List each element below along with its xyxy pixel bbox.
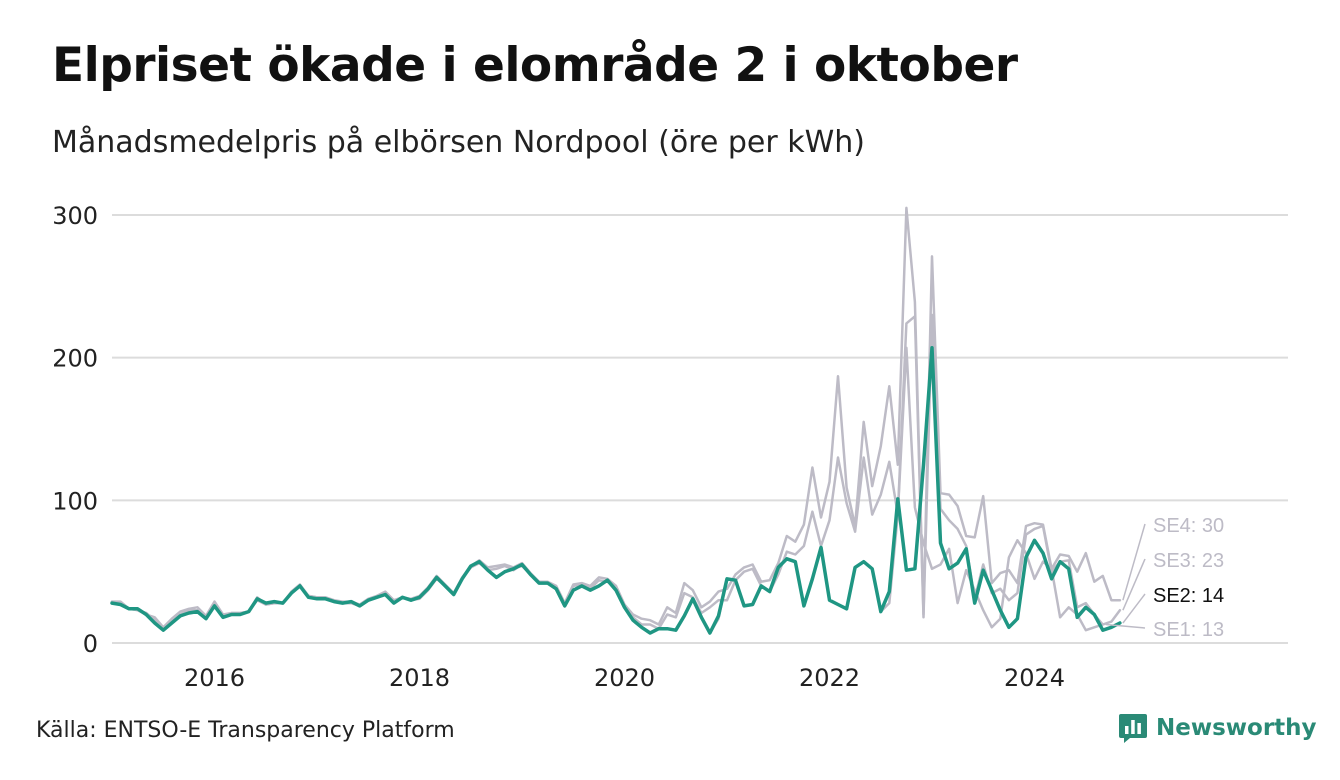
y-tick-label: 300 (52, 202, 98, 230)
leader-line-se3 (1122, 558, 1146, 611)
series-line-se1 (110, 346, 1105, 635)
brand-logo[interactable]: Newsworthy (1118, 712, 1317, 744)
leader-line-se2 (1122, 593, 1146, 624)
series-end-labels: SE4: 30 SE3: 23 SE1: 13 SE2: 14 (1105, 515, 1224, 641)
series-label-se1: SE1: 13 (1153, 619, 1224, 641)
grid-lines (112, 214, 1288, 644)
series-line-se3 (110, 313, 1122, 630)
source-note: Källa: ENTSO-E Transparency Platform (36, 718, 455, 743)
chart-subtitle: Månadsmedelpris på elbörsen Nordpool (ör… (52, 125, 865, 160)
x-tick-label: 2016 (184, 664, 245, 692)
y-axis-ticks: 0 100 200 300 (52, 202, 98, 658)
series-label-se4: SE4: 30 (1153, 515, 1224, 537)
x-tick-label: 2018 (389, 664, 450, 692)
series-label-se3: SE3: 23 (1153, 550, 1224, 572)
x-tick-label: 2022 (799, 664, 860, 692)
y-tick-label: 100 (52, 487, 98, 515)
newsworthy-logo-icon (1119, 714, 1147, 743)
leader-line-se1 (1105, 623, 1146, 629)
series-lines (110, 206, 1122, 635)
leader-line-se4 (1122, 523, 1146, 601)
y-tick-label: 200 (52, 345, 98, 373)
x-tick-label: 2024 (1004, 664, 1065, 692)
x-tick-label: 2020 (594, 664, 655, 692)
series-line-se2 (110, 345, 1122, 635)
brand-name: Newsworthy (1156, 715, 1317, 741)
y-tick-label: 0 (83, 630, 98, 658)
series-label-se2: SE2: 14 (1153, 585, 1224, 607)
chart-title: Elpriset ökade i elområde 2 i oktober (52, 38, 1018, 93)
x-axis-ticks: 2016 2018 2020 2022 2024 (184, 664, 1065, 692)
